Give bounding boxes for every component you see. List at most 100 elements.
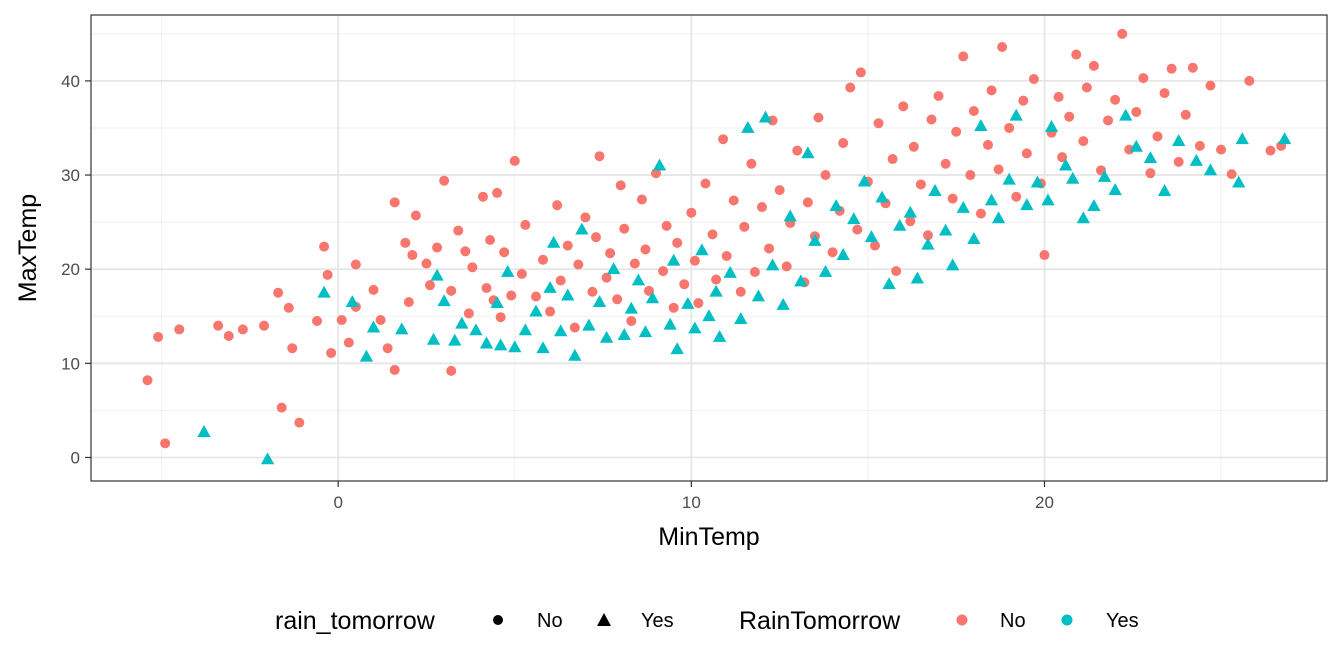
point-rain-no	[915, 179, 926, 190]
point-rain-yes	[645, 291, 660, 304]
point-rain-yes	[260, 452, 275, 465]
point-rain-no	[446, 285, 457, 296]
point-rain-yes	[734, 312, 748, 324]
point-rain-no	[679, 279, 690, 290]
point-rain-yes	[501, 265, 515, 277]
point-rain-yes	[741, 120, 755, 133]
point-rain-no	[326, 347, 337, 358]
legend-shape-label-no: No	[537, 610, 563, 632]
point-rain-no	[891, 266, 902, 277]
point-rain-no	[820, 170, 831, 181]
point-rain-no	[153, 331, 164, 342]
point-rain-no	[686, 207, 697, 218]
x-tick-label: 20	[1035, 493, 1054, 512]
legend-shape-circle-key	[493, 615, 503, 625]
point-rain-no	[626, 315, 637, 326]
point-rain-yes	[709, 284, 723, 297]
point-rain-yes	[1172, 134, 1186, 147]
point-rain-yes	[1009, 108, 1023, 121]
point-rain-no	[273, 287, 284, 298]
point-rain-yes	[663, 317, 677, 330]
point-rain-yes	[1189, 153, 1203, 166]
point-rain-no	[739, 221, 750, 232]
point-rain-no	[1103, 115, 1114, 126]
legend-color-title: RainTomorrow	[739, 607, 901, 635]
point-rain-no	[506, 290, 517, 301]
y-tick-label: 30	[61, 166, 80, 185]
legend-shape-title: rain_tomorrow	[275, 607, 436, 635]
point-rain-no	[661, 220, 672, 231]
point-rain-yes	[818, 265, 833, 277]
point-rain-no	[951, 126, 962, 137]
point-rain-no	[1018, 95, 1029, 106]
point-rain-yes	[875, 190, 889, 203]
point-rain-no	[615, 180, 626, 191]
point-rain-no	[477, 191, 488, 202]
point-rain-no	[312, 315, 323, 326]
point-rain-no	[520, 219, 531, 230]
point-rain-no	[845, 82, 856, 93]
point-rain-no	[873, 118, 884, 129]
point-rain-yes	[582, 318, 596, 331]
point-rain-no	[407, 250, 418, 261]
point-rain-no	[425, 280, 436, 291]
point-rain-yes	[624, 301, 638, 314]
point-rain-no	[555, 275, 566, 286]
point-rain-yes	[801, 146, 815, 159]
point-rain-yes	[836, 248, 850, 260]
point-rain-no	[1131, 106, 1142, 117]
point-rain-yes	[1002, 172, 1016, 185]
point-rain-no	[802, 197, 813, 208]
point-rain-yes	[1087, 199, 1101, 212]
point-rain-yes	[751, 289, 766, 302]
point-rain-no	[460, 246, 471, 257]
grid-lines	[91, 15, 1327, 481]
point-rain-yes	[688, 321, 702, 334]
point-rain-no	[283, 302, 294, 313]
point-rain-yes	[928, 184, 942, 196]
point-rain-no	[965, 170, 976, 181]
point-rain-no	[1265, 145, 1276, 156]
point-rain-yes	[776, 297, 790, 310]
point-rain-no	[509, 155, 520, 166]
point-rain-yes	[903, 205, 917, 218]
point-rain-yes	[1020, 198, 1034, 211]
point-rain-yes	[991, 211, 1006, 224]
point-rain-no	[1071, 49, 1082, 60]
point-rain-no	[1064, 111, 1075, 122]
x-tick-label: 10	[682, 493, 701, 512]
legend-color-label-yes: Yes	[1106, 610, 1139, 632]
point-rain-yes	[592, 295, 607, 308]
y-tick-label: 10	[61, 354, 80, 373]
point-rain-no	[322, 269, 333, 280]
point-rain-no	[403, 297, 414, 308]
point-rain-no	[432, 242, 443, 253]
point-rain-no	[601, 272, 612, 283]
point-rain-yes	[758, 110, 773, 123]
y-tick-label: 0	[71, 448, 80, 467]
point-rain-no	[774, 185, 785, 196]
point-rain-no	[1088, 60, 1099, 71]
point-rain-no	[898, 101, 909, 112]
point-rain-no	[869, 240, 880, 251]
point-rain-no	[968, 106, 979, 117]
point-rain-no	[1021, 148, 1032, 159]
point-rain-yes	[667, 253, 681, 266]
point-rain-no	[410, 210, 421, 221]
point-rain-no	[492, 187, 503, 198]
point-rain-yes	[1235, 132, 1249, 145]
point-rain-no	[749, 267, 760, 278]
point-rain-yes	[518, 323, 533, 336]
x-tick-label: 0	[333, 493, 342, 512]
point-rain-yes	[508, 340, 522, 353]
point-rain-no	[545, 306, 556, 317]
point-rain-no	[993, 164, 1004, 175]
data-points	[142, 28, 1292, 465]
point-rain-no	[735, 286, 746, 297]
point-rain-yes	[479, 336, 494, 349]
point-rain-yes	[1119, 108, 1133, 121]
point-rain-no	[1028, 74, 1039, 85]
point-rain-no	[636, 194, 647, 205]
point-rain-yes	[946, 258, 960, 271]
